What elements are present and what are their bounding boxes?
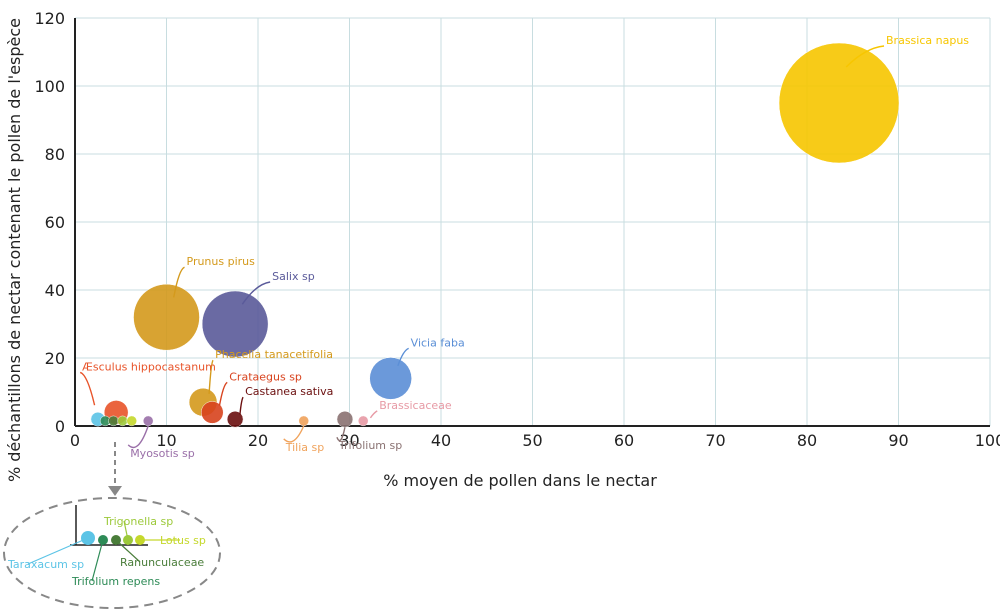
x-tick-labels: 0 10 20 30 40 50 60 70 80 90 100 <box>70 431 1000 450</box>
y-tick-label: 40 <box>45 281 65 300</box>
bubble-label: Salix sp <box>272 270 315 283</box>
y-tick-labels: 0 20 40 60 80 100 120 <box>34 9 65 436</box>
bubble-label: Æsculus hippocastanum <box>82 360 216 373</box>
bubble-leader-line <box>218 381 228 406</box>
bubble-point <box>357 415 369 427</box>
y-axis-title: % déchantillons de nectar contenant le p… <box>5 18 24 482</box>
y-tick-label: 0 <box>55 417 65 436</box>
bubble-label: Crataegus sp <box>229 370 302 383</box>
inset-leader-line <box>123 520 129 541</box>
y-tick-label: 80 <box>45 145 65 164</box>
bubble-point <box>142 415 154 427</box>
y-tick-label: 120 <box>34 9 65 28</box>
inset-bubbles <box>81 531 145 545</box>
bubble-label: Brassica napus <box>886 34 969 47</box>
bubble-label: Castanea sativa <box>245 385 333 398</box>
bubble-label: Phacelia tanacetifolia <box>215 348 333 361</box>
zoom-inset: Taraxacum sp Trifolium repens Ranunculacea… <box>3 442 221 609</box>
bubble-leader-line <box>283 425 305 443</box>
x-tick-label: 90 <box>888 431 908 450</box>
y-tick-label: 100 <box>34 77 65 96</box>
bubble-label: Tilia sp <box>285 441 325 454</box>
y-tick-label: 60 <box>45 213 65 232</box>
x-tick-label: 0 <box>70 431 80 450</box>
bubble-leader-line <box>79 371 96 406</box>
bubble-point <box>117 415 128 427</box>
bubble-label: Myosotis sp <box>130 447 195 460</box>
bubble-leader-line <box>239 396 244 415</box>
bubble-point <box>336 410 354 428</box>
bubble-leader-line <box>397 347 409 367</box>
x-tick-label: 10 <box>156 431 176 450</box>
bubble-point <box>126 415 137 427</box>
x-tick-label: 80 <box>797 431 817 450</box>
inset-pointer-arrow <box>108 486 122 496</box>
axes <box>74 18 990 427</box>
x-tick-label: 100 <box>975 431 1000 450</box>
bubble-label: Brassicaceae <box>379 399 452 412</box>
inset-label: Lotus sp <box>160 534 206 547</box>
inset-label: Trifolium repens <box>71 575 160 588</box>
inset-leader-line <box>115 539 141 563</box>
x-tick-label: 40 <box>431 431 451 450</box>
bubble-point <box>369 357 412 400</box>
bubble-label: Prunus pirus <box>187 255 256 268</box>
bubble-leader-line <box>369 410 378 419</box>
inset-label: Trigonella sp <box>103 515 173 528</box>
bubble-point <box>226 410 244 428</box>
x-tick-label: 60 <box>614 431 634 450</box>
inset-label: Taraxacum sp <box>7 558 84 571</box>
bubble-leader-line <box>208 359 214 394</box>
bubble-labels: Brassica napus Prunus pirus Salix sp Vicia … <box>79 34 969 460</box>
inset-leader-line <box>27 537 89 565</box>
x-tick-label: 50 <box>522 431 542 450</box>
bubble-label: Trifolium sp <box>338 439 402 452</box>
x-tick-label: 70 <box>705 431 725 450</box>
x-axis-title: % moyen de pollen dans le nectar <box>383 471 657 490</box>
bubble-leader-line <box>241 281 271 305</box>
bubble-leader-line <box>336 427 346 442</box>
bubble-point <box>778 42 900 164</box>
bubble-leader-line <box>845 45 885 68</box>
bubble-point <box>201 290 269 358</box>
bubble-leader-line <box>127 425 149 449</box>
x-tick-label: 30 <box>339 431 359 450</box>
bubble-point <box>108 415 119 427</box>
bubbles <box>90 42 900 428</box>
inset-leader-line <box>91 539 104 582</box>
x-tick-label: 20 <box>248 431 268 450</box>
bubble-point <box>201 401 224 424</box>
inset-label: Ranunculaceae <box>120 556 204 569</box>
bubble-leader-line <box>173 266 185 298</box>
bubble-point <box>133 283 200 351</box>
bubble-point <box>298 415 309 427</box>
bubble-label: Vicia faba <box>411 336 465 349</box>
inset-ellipse <box>3 497 221 609</box>
y-tick-label: 20 <box>45 349 65 368</box>
inset-labels: Taraxacum sp Trifolium repens Ranunculacea… <box>7 515 206 588</box>
